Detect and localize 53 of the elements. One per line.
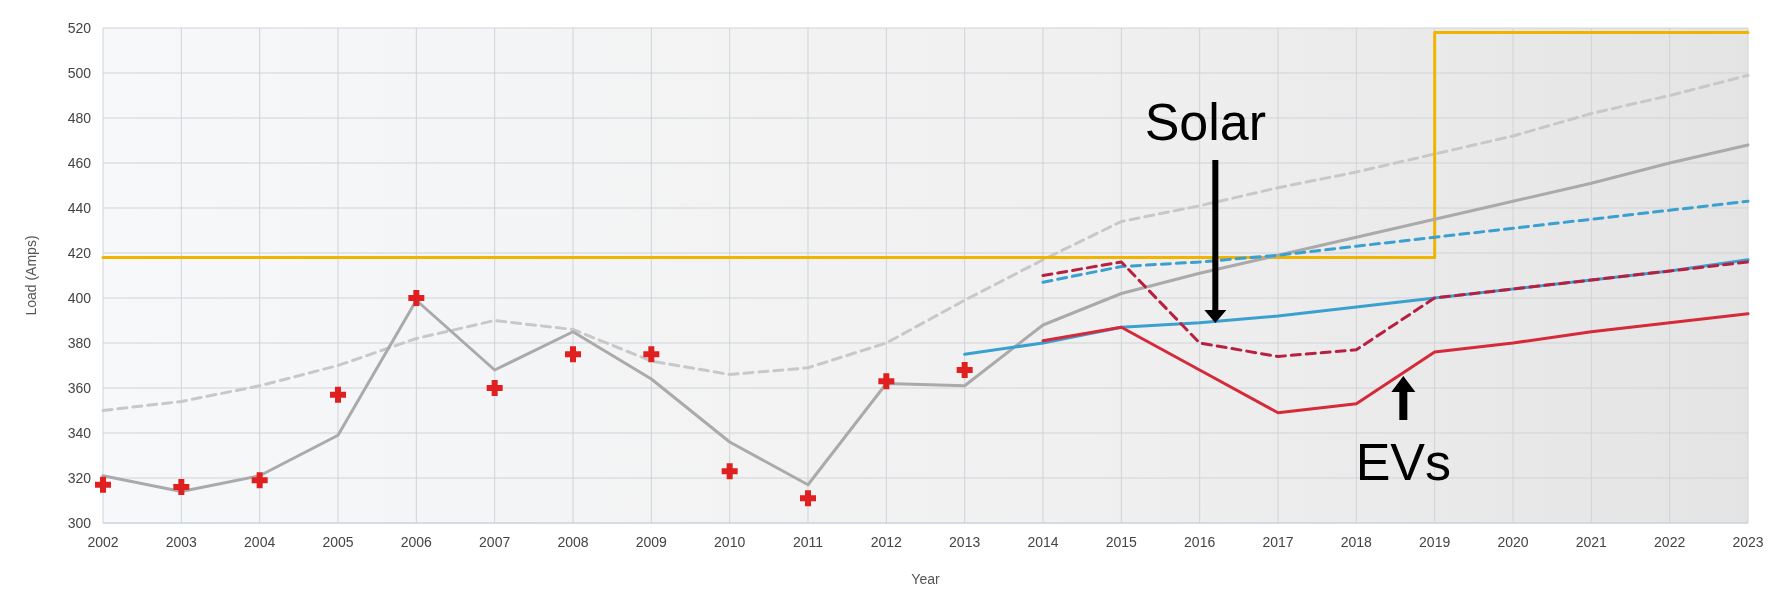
annotation: Solar bbox=[1144, 93, 1267, 151]
point bbox=[95, 476, 111, 493]
y-tick-label: 420 bbox=[67, 244, 92, 261]
point bbox=[878, 373, 895, 390]
y-tick-label: 380 bbox=[67, 334, 92, 351]
y-tick-label: 520 bbox=[67, 19, 92, 36]
x-tick-label: 2020 bbox=[1497, 534, 1529, 550]
x-tick-label: 2011 bbox=[792, 534, 824, 550]
x-tick-label: 2003 bbox=[165, 534, 198, 550]
y-tick-label: 300 bbox=[67, 514, 92, 531]
line-series bbox=[1041, 312, 1750, 415]
x-tick-label: 2004 bbox=[244, 534, 276, 550]
x-tick-label: 2015 bbox=[1105, 534, 1138, 550]
x-tick-label: 2008 bbox=[557, 534, 589, 550]
x-tick-label: 2017 bbox=[1262, 534, 1294, 550]
x-tick-label: 2009 bbox=[635, 534, 668, 550]
y-tick-label: 440 bbox=[67, 199, 92, 216]
y-tick-label: 360 bbox=[67, 379, 92, 396]
x-tick-label: 2014 bbox=[1027, 534, 1059, 550]
point bbox=[956, 362, 973, 378]
x-axis-title: Year bbox=[911, 571, 940, 587]
y-tick-label: 460 bbox=[67, 154, 92, 171]
point bbox=[251, 472, 268, 489]
annotation: EVs bbox=[1355, 433, 1452, 491]
x-tick-label: 2021 bbox=[1575, 534, 1608, 550]
point bbox=[721, 463, 738, 480]
line-series bbox=[101, 73, 1750, 412]
point bbox=[565, 346, 581, 363]
x-tick-label: 2007 bbox=[479, 534, 511, 550]
point bbox=[330, 386, 346, 403]
point bbox=[643, 346, 660, 363]
x-tick-label: 2016 bbox=[1184, 534, 1216, 550]
y-tick-label: 400 bbox=[67, 289, 92, 306]
x-tick-label: 2005 bbox=[322, 534, 354, 550]
x-tick-label: 2010 bbox=[714, 534, 746, 550]
x-tick-label: 2019 bbox=[1419, 534, 1451, 550]
point bbox=[800, 490, 816, 507]
y-tick-label: 480 bbox=[67, 109, 92, 126]
x-tick-label: 2013 bbox=[949, 534, 981, 550]
x-tick-label: 2018 bbox=[1340, 534, 1373, 550]
x-tick-label: 2023 bbox=[1732, 534, 1764, 550]
x-tick-label: 2022 bbox=[1654, 534, 1686, 550]
y-tick-label: 340 bbox=[67, 424, 92, 441]
y-tick-label: 320 bbox=[67, 469, 92, 486]
point bbox=[173, 479, 190, 495]
line-series bbox=[1041, 199, 1750, 284]
point bbox=[408, 290, 425, 306]
y-axis-title: Load (Amps) bbox=[23, 235, 39, 316]
point bbox=[486, 380, 503, 396]
x-tick-label: 2002 bbox=[87, 534, 119, 550]
x-tick-label: 2012 bbox=[870, 534, 903, 550]
y-tick-label: 500 bbox=[67, 64, 92, 81]
x-tick-label: 2006 bbox=[400, 534, 433, 550]
